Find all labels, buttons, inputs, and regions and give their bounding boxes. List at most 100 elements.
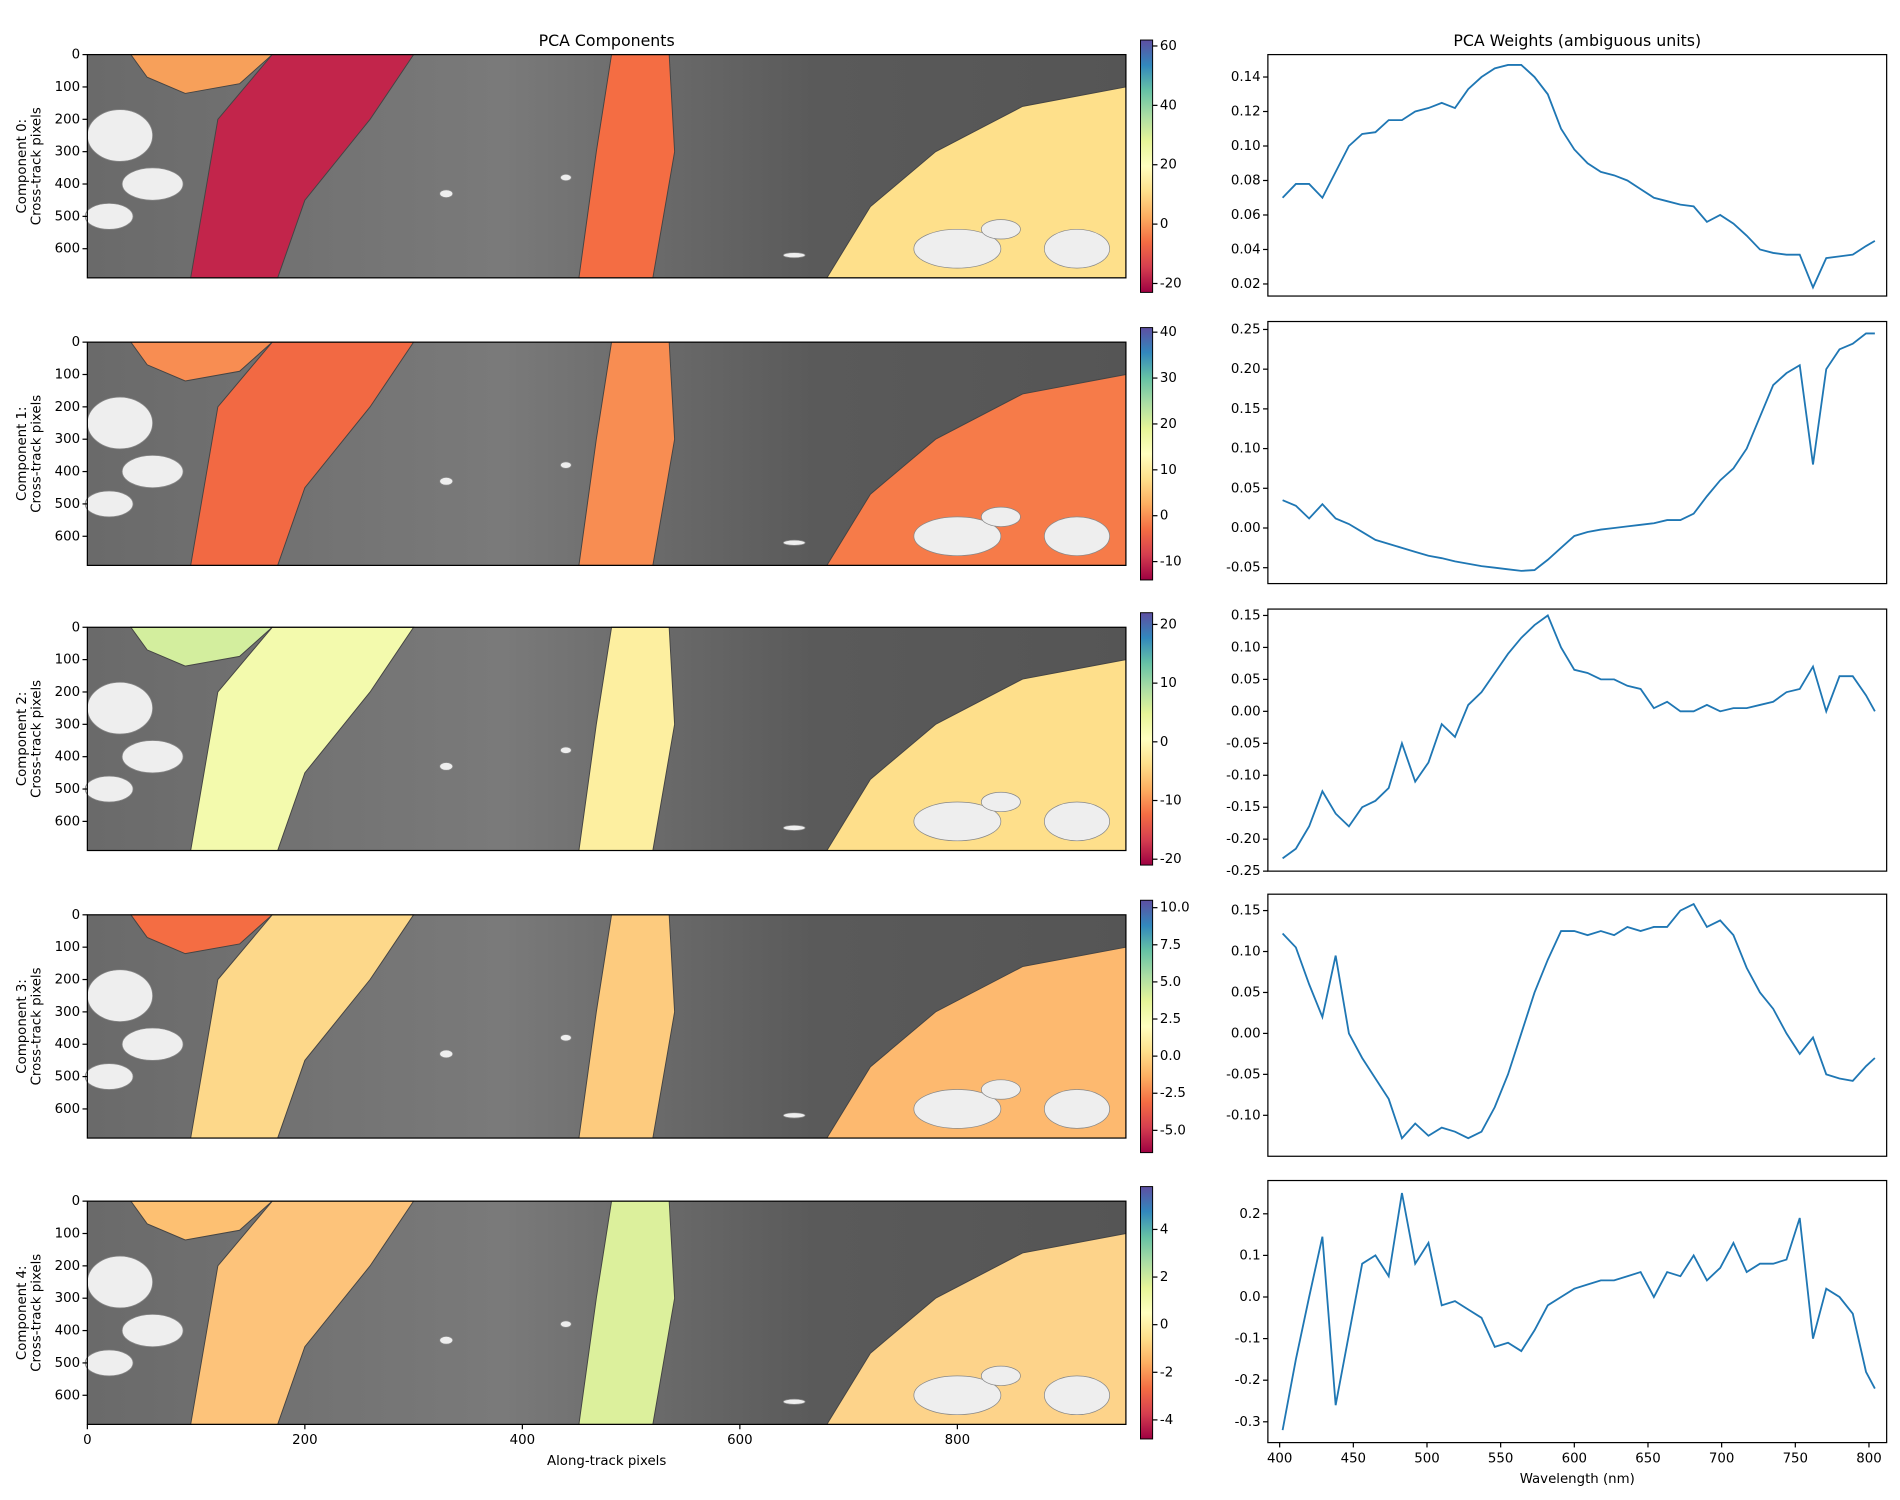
colorbar-tick-label: 0 <box>1160 509 1168 524</box>
y-axis-label: Cross-track pixels <box>29 1254 44 1372</box>
y-tick-label: 0.04 <box>1231 242 1261 257</box>
bright-patch <box>913 801 1002 842</box>
weight-line <box>1282 614 1876 860</box>
bright-patch <box>782 539 806 546</box>
y-tick-label: -0.05 <box>1226 1067 1261 1082</box>
bright-patch <box>913 228 1002 269</box>
y-tick-label: 0.10 <box>1231 945 1261 960</box>
y-tick-label: 400 <box>55 1037 80 1052</box>
axes-frame <box>86 1200 1127 1426</box>
colorbar-tick-label: -20 <box>1160 276 1182 291</box>
bright-patch <box>980 219 1021 240</box>
axes-title: PCA Components <box>539 31 675 50</box>
y-tick-label: 0 <box>72 335 80 350</box>
y-tick-label: 0.20 <box>1231 362 1261 377</box>
image-region <box>190 914 415 1139</box>
colorbar-tick-label: -5.0 <box>1160 1123 1186 1138</box>
weight-line <box>1282 332 1875 572</box>
colorbar-tick-label: -2 <box>1160 1365 1173 1380</box>
axes-frame <box>86 53 1127 279</box>
y-tick-label: 300 <box>55 717 80 732</box>
x-tick-label: 750 <box>1783 1451 1808 1466</box>
image-region <box>190 54 415 279</box>
x-tick-label: 500 <box>1414 1451 1439 1466</box>
y-tick-label: 300 <box>55 1291 80 1306</box>
colorbar <box>1140 1186 1154 1440</box>
y-tick-label: -0.1 <box>1235 1332 1261 1347</box>
y-tick-label: 100 <box>55 80 80 95</box>
bright-patch <box>1043 1375 1110 1416</box>
colorbar-tick-label: 20 <box>1160 617 1177 632</box>
bright-patch <box>1043 228 1110 269</box>
bright-patch <box>560 1320 572 1328</box>
bright-patch <box>84 775 134 803</box>
colorbar-tick-label: 7.5 <box>1160 938 1181 953</box>
bright-patch <box>980 1079 1021 1100</box>
y-tick-label: -0.10 <box>1226 768 1261 783</box>
colorbar-tick-label: -10 <box>1160 555 1182 570</box>
y-tick-label: 100 <box>55 1227 80 1242</box>
y-tick-label: 500 <box>55 782 80 797</box>
y-tick-label: 0.0 <box>1239 1290 1260 1305</box>
y-tick-label: 200 <box>55 685 80 700</box>
y-tick-label: 300 <box>55 1005 80 1020</box>
axes-frame <box>1267 893 1888 1157</box>
image-region <box>190 1200 415 1425</box>
bright-patch <box>86 396 153 450</box>
y-tick-label: 0.00 <box>1231 521 1261 536</box>
y-tick-label: -0.15 <box>1226 800 1261 815</box>
y-tick-label: -0.3 <box>1235 1415 1261 1430</box>
colorbar-tick-label: -2.5 <box>1160 1086 1186 1101</box>
colorbar-tick-label: -10 <box>1160 794 1182 809</box>
colorbar-tick-label: 5.0 <box>1160 975 1181 990</box>
colorbar <box>1140 39 1154 293</box>
y-tick-label: 0.15 <box>1231 402 1261 417</box>
bright-patch <box>439 189 454 198</box>
x-axis-label: Wavelength (nm) <box>1520 1472 1635 1487</box>
axes-frame <box>86 626 1127 852</box>
y-tick-label: 0.12 <box>1231 105 1261 120</box>
bright-patch <box>560 1034 572 1042</box>
y-tick-label: 600 <box>55 242 80 257</box>
bright-patch <box>1043 1089 1110 1129</box>
y-tick-label: 0.25 <box>1231 322 1261 337</box>
x-tick-label: 550 <box>1488 1451 1513 1466</box>
bright-patch <box>782 252 806 259</box>
y-tick-label: 0 <box>72 620 80 635</box>
x-tick-label: 600 <box>727 1433 752 1448</box>
colorbar-tick-label: -4 <box>1160 1413 1173 1428</box>
y-axis-label: Cross-track pixels <box>29 107 44 225</box>
x-tick-label: 800 <box>945 1433 970 1448</box>
y-tick-label: 400 <box>55 465 80 480</box>
bright-patch <box>560 461 572 469</box>
y-axis-label: Cross-track pixels <box>29 395 44 513</box>
bright-patch <box>121 455 184 489</box>
y-tick-label: 600 <box>55 1102 80 1117</box>
axes-title: PCA Weights (ambiguous units) <box>1453 31 1701 50</box>
y-axis-label: Component 4: <box>15 1265 30 1360</box>
bright-patch <box>439 762 454 771</box>
y-tick-label: 500 <box>55 1356 80 1371</box>
y-tick-label: -0.05 <box>1226 736 1261 751</box>
y-tick-label: 0 <box>72 48 80 63</box>
bright-patch <box>980 1365 1021 1386</box>
y-tick-label: -0.05 <box>1226 561 1261 576</box>
bright-patch <box>86 681 153 735</box>
colorbar-tick-label: 0 <box>1160 217 1168 232</box>
y-tick-label: 0.15 <box>1231 608 1261 623</box>
colorbar <box>1140 327 1154 581</box>
axes-frame <box>1267 608 1888 872</box>
x-tick-label: 0 <box>83 1433 91 1448</box>
bright-patch <box>86 109 153 162</box>
bright-patch <box>84 1063 134 1090</box>
colorbar-tick-label: 2.5 <box>1160 1012 1181 1027</box>
bright-patch <box>439 1336 454 1345</box>
y-tick-label: 100 <box>55 653 80 668</box>
colorbar-tick-label: 40 <box>1160 325 1177 340</box>
colorbar-tick-label: 20 <box>1160 417 1177 432</box>
bright-patch <box>439 1049 454 1059</box>
y-tick-label: 300 <box>55 145 80 160</box>
y-tick-label: 0.05 <box>1231 672 1261 687</box>
